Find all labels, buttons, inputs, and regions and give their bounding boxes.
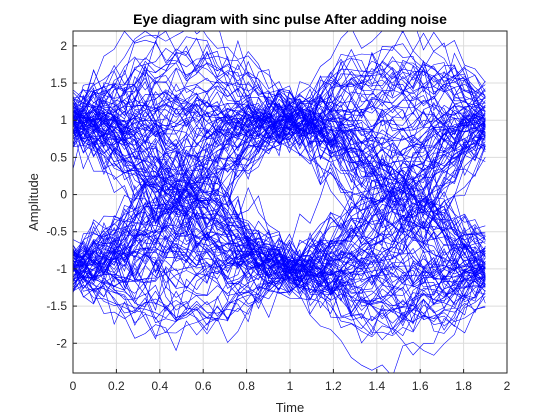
eye-trace (73, 125, 486, 337)
chart-title: Eye diagram with sinc pulse After adding… (133, 11, 447, 27)
y-tick-label: 0 (60, 188, 67, 202)
eye-trace (73, 97, 486, 292)
eye-trace (73, 136, 486, 300)
x-tick-label: 1 (287, 379, 294, 393)
x-tick-label: 0.4 (151, 379, 168, 393)
eye-trace (73, 249, 486, 310)
eye-trace (73, 81, 486, 132)
y-tick-label: 1.5 (50, 76, 67, 90)
eye-trace (73, 92, 486, 288)
eye-trace (73, 116, 486, 274)
eye-trace (73, 119, 486, 290)
x-tick-label: 0 (70, 379, 77, 393)
eye-trace (73, 93, 486, 267)
y-tick-label: -0.5 (46, 225, 67, 239)
y-tick-label: 1 (60, 113, 67, 127)
eye-trace (73, 95, 486, 327)
eye-trace (73, 31, 486, 294)
eye-trace (73, 43, 486, 282)
eye-trace (73, 92, 486, 269)
x-axis-ticks: 0 0.2 0.4 0.6 0.8 1 1.2 1.4 1.6 1.8 2 (70, 369, 511, 393)
eye-trace (73, 88, 486, 271)
eye-trace (73, 106, 486, 334)
y-tick-label: -1 (56, 262, 67, 276)
eye-trace (73, 50, 486, 267)
eye-trace (73, 105, 486, 282)
eye-trace (73, 75, 486, 147)
eye-trace (73, 111, 486, 280)
x-tick-label: 2 (504, 379, 511, 393)
x-tick-label: 1.6 (412, 379, 429, 393)
eye-trace (73, 64, 486, 266)
eye-trace (73, 100, 486, 265)
eye-trace (73, 125, 486, 341)
y-axis-label: Amplitude (26, 173, 41, 231)
eye-trace (73, 235, 486, 283)
eye-trace (73, 50, 486, 235)
eye-trace (73, 129, 486, 320)
eye-trace (73, 83, 486, 324)
eye-trace (73, 224, 486, 295)
eye-trace (73, 129, 486, 307)
eye-trace (73, 101, 486, 268)
eye-trace (73, 65, 486, 279)
x-tick-label: 0.2 (108, 379, 125, 393)
eye-trace (73, 92, 486, 286)
eye-trace (73, 102, 486, 280)
eye-trace (73, 56, 486, 264)
eye-trace (73, 232, 486, 319)
y-tick-label: 0.5 (50, 150, 67, 164)
eye-trace (73, 60, 486, 257)
eye-trace (73, 31, 486, 286)
eye-trace (73, 123, 486, 325)
eye-trace (73, 91, 486, 255)
eye-trace (73, 105, 486, 279)
eye-trace (73, 118, 486, 291)
x-axis-label: Time (276, 400, 304, 415)
x-tick-label: 0.6 (195, 379, 212, 393)
eye-trace (73, 233, 486, 284)
eye-trace (73, 105, 486, 274)
eye-trace (73, 37, 486, 284)
eye-trace (73, 118, 486, 344)
eye-trace (73, 50, 486, 293)
eye-trace (73, 124, 486, 352)
x-tick-label: 1.2 (325, 379, 342, 393)
eye-trace (73, 128, 486, 292)
eye-trace (73, 122, 486, 322)
eye-traces (73, 31, 486, 373)
y-tick-label: -1.5 (46, 299, 67, 313)
eye-trace (73, 239, 486, 286)
eye-trace (73, 81, 486, 148)
eye-trace (73, 109, 486, 292)
eye-trace (73, 89, 486, 140)
eye-trace (73, 111, 486, 326)
y-tick-label: 2 (60, 39, 67, 53)
eye-trace (73, 113, 486, 326)
y-tick-label: -2 (56, 336, 67, 350)
eye-trace (73, 83, 486, 289)
eye-trace (73, 42, 486, 259)
x-tick-label: 1.8 (455, 379, 472, 393)
eye-trace (73, 96, 486, 149)
eye-trace (73, 60, 486, 148)
eye-trace (73, 45, 486, 279)
x-tick-label: 0.8 (238, 379, 255, 393)
x-tick-label: 1.4 (368, 379, 385, 393)
eye-trace (73, 114, 486, 278)
y-axis-ticks: -2 -1.5 -1 -0.5 0 0.5 1 1.5 2 (46, 39, 77, 350)
eye-trace (73, 91, 486, 168)
